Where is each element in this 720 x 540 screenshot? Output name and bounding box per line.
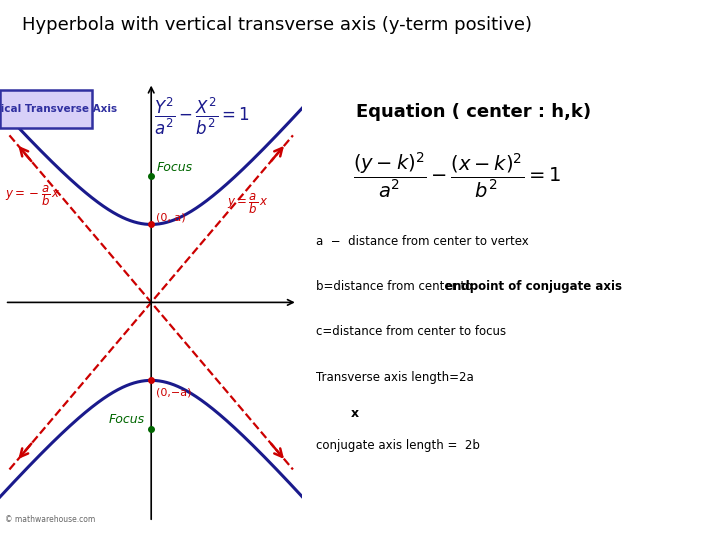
Text: a  −  distance from center to vertex: a − distance from center to vertex [317,235,529,248]
Text: (0, a): (0, a) [156,213,186,223]
Text: $y = \dfrac{a}{b}\,x$: $y = \dfrac{a}{b}\,x$ [227,191,269,215]
Text: conjugate axis length =  2b: conjugate axis length = 2b [317,439,480,452]
Text: Vertical Transverse Axis: Vertical Transverse Axis [0,104,117,114]
Text: b=distance from center to: b=distance from center to [317,280,480,293]
Text: endpoint of conjugate axis: endpoint of conjugate axis [445,280,622,293]
Text: $\dfrac{(y-k)^2}{a^2} - \dfrac{(x-k)^2}{b^2} = 1$: $\dfrac{(y-k)^2}{a^2} - \dfrac{(x-k)^2}{… [353,151,561,200]
Text: x: x [351,407,359,420]
Text: Equation ( center : h,k): Equation ( center : h,k) [356,103,591,121]
Text: Transverse axis length=2a: Transverse axis length=2a [317,371,474,384]
Text: Focus: Focus [109,413,145,426]
Text: Focus: Focus [157,160,193,173]
FancyBboxPatch shape [1,91,91,128]
Text: c=distance from center to focus: c=distance from center to focus [317,326,507,339]
Text: $\dfrac{Y^2}{a^2} - \dfrac{X^2}{b^2} = 1$: $\dfrac{Y^2}{a^2} - \dfrac{X^2}{b^2} = 1… [153,96,250,137]
Text: Hyperbola with vertical transverse axis (y-term positive): Hyperbola with vertical transverse axis … [22,16,531,34]
Text: $y = -\dfrac{a}{b}\,x$: $y = -\dfrac{a}{b}\,x$ [5,184,60,208]
Text: (0,−a): (0,−a) [156,388,192,398]
Text: © mathwarehouse.com: © mathwarehouse.com [5,515,95,524]
